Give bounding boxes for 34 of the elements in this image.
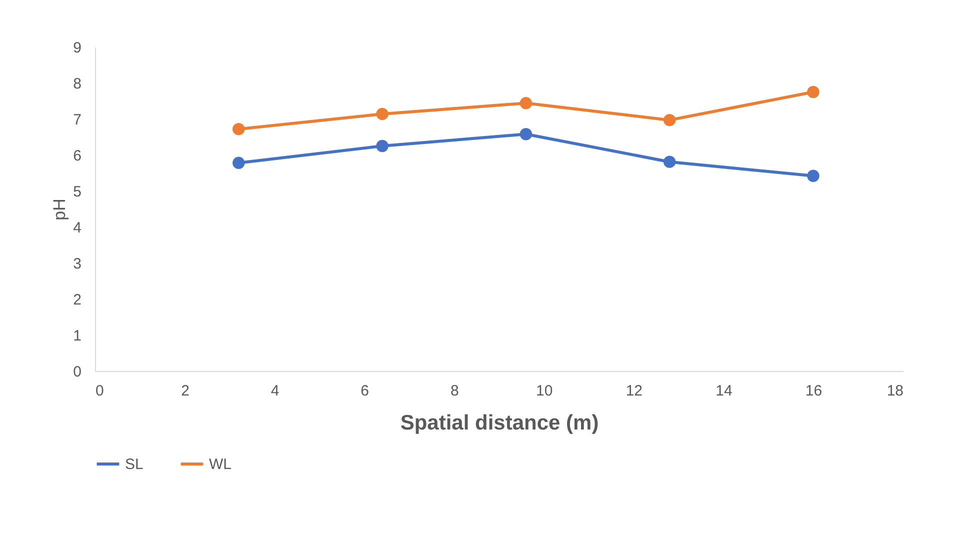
x-tick-label: 8 — [450, 382, 459, 400]
x-tick-label: 14 — [716, 382, 732, 400]
y-tick-label: 1 — [73, 328, 82, 344]
x-axis-title: Spatial distance (m) — [400, 412, 599, 434]
point — [232, 122, 245, 136]
x-tick-label: 12 — [626, 382, 643, 400]
y-tick-label: 0 — [73, 364, 82, 380]
point — [663, 114, 676, 126]
y-tick-label: 7 — [73, 112, 82, 128]
x-tick-label: 0 — [96, 382, 104, 400]
legend-label: SL — [125, 456, 144, 473]
legend-label: WL — [209, 456, 232, 473]
x-tick-label: 6 — [360, 382, 370, 400]
y-tick-label: 4 — [73, 220, 82, 236]
point — [520, 128, 532, 140]
y-tick-label: 5 — [73, 184, 82, 200]
x-tick-label: 18 — [886, 382, 904, 400]
y-tick-label: 8 — [73, 76, 82, 92]
point — [663, 156, 676, 168]
point — [520, 97, 532, 110]
y-tick-label: 3 — [73, 256, 82, 272]
point — [807, 86, 820, 98]
x-tick-label: 16 — [805, 382, 822, 400]
point — [376, 140, 388, 152]
x-tick-label: 2 — [181, 382, 190, 400]
y-axis-title: pH — [50, 198, 70, 220]
point — [807, 170, 820, 182]
x-tick-label: 10 — [536, 382, 553, 400]
y-tick-label: 6 — [73, 148, 82, 164]
y-tick-label: 9 — [73, 40, 82, 56]
point — [376, 108, 388, 120]
point — [232, 156, 245, 170]
y-tick-label: 2 — [73, 292, 82, 308]
x-tick-label: 4 — [270, 382, 280, 400]
